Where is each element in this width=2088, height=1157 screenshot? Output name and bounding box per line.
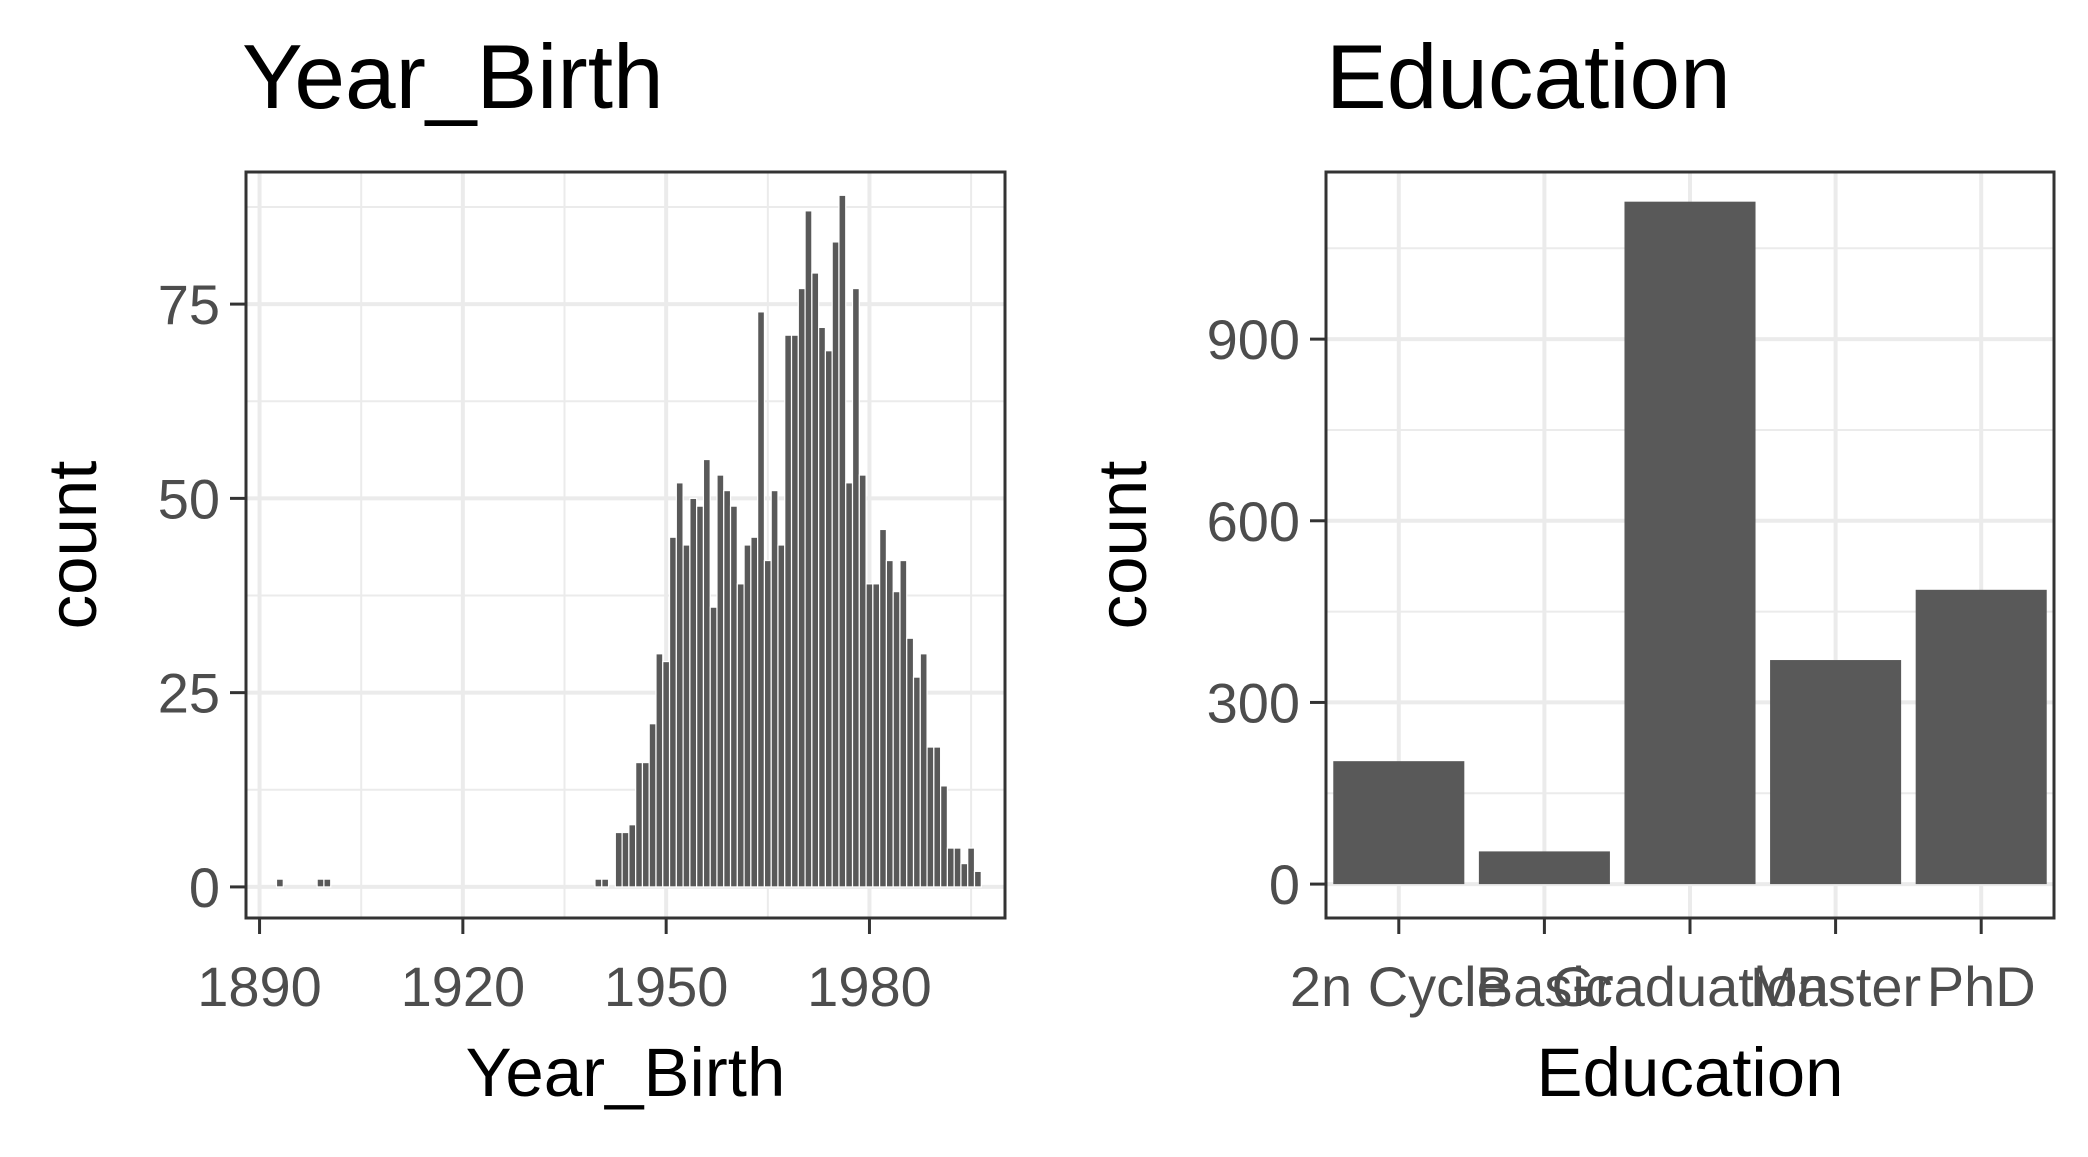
histogram-bar [316,878,325,888]
histogram-bar [702,458,711,888]
histogram-bar [872,583,881,888]
histogram-bar [655,653,664,888]
y-tick-label: 900 [1207,308,1300,371]
histogram-bar [716,474,725,888]
year-birth-histogram-bars [275,194,982,888]
year-birth-x-axis: 1890 1920 1950 1980 [197,918,932,1018]
y-tick-label: 0 [189,856,220,919]
histogram-bar [926,746,935,888]
year-birth-panel: 0 25 50 75 1890 1920 1950 1980 Year_Birth Year… [34,27,1007,1111]
histogram-bar [770,490,779,888]
histogram-bar [723,490,732,888]
histogram-bar [668,536,677,888]
education-chart-title: Education [1326,27,1731,128]
bar-phd [1915,589,2047,885]
year-birth-chart-title: Year_Birth [242,27,664,128]
x-tick-label: PhD [1927,955,2036,1018]
x-tick-label: Basic [1476,955,1613,1018]
histogram-bar [940,785,948,888]
x-tick-label: 1950 [604,955,729,1018]
year-birth-panel-border [244,170,1007,920]
histogram-bar [777,544,786,888]
histogram-bar [899,559,908,888]
histogram-bar [743,544,752,888]
education-bars [1333,201,2047,885]
education-x-axis-title: Education [1537,1034,1844,1111]
histogram-bar [709,606,718,888]
y-tick-label: 50 [158,467,220,530]
histogram-bar [831,241,840,888]
histogram-bar [818,326,827,888]
bar-2n-cycle [1333,761,1465,885]
histogram-bar [763,559,772,888]
histogram-bar [953,847,962,888]
education-y-axis-title: count [1084,461,1161,630]
histogram-bar [838,194,847,888]
histogram-bar [323,878,332,888]
histogram-bar [960,863,969,888]
histogram-bar [851,287,860,888]
x-tick-label: Graduation [1551,955,1828,1018]
histogram-bar [621,831,630,888]
histogram-bar [892,591,901,888]
histogram-bar [790,334,799,888]
histogram-bar [614,831,623,888]
histogram-bar [885,559,894,888]
histogram-bar [811,272,820,888]
y-tick-label: 600 [1207,490,1300,553]
histogram-bar [729,505,738,888]
y-tick-label: 0 [1269,853,1300,916]
histogram-bar [824,350,833,888]
bar-basic [1478,851,1610,885]
x-tick-label: 2n Cycle [1290,955,1508,1018]
y-tick-label: 25 [158,662,220,725]
histogram-bar [682,544,691,888]
histogram-bar [919,653,928,888]
histogram-bar [933,746,942,888]
y-tick-label: 300 [1207,671,1300,734]
x-tick-label: 1890 [197,955,322,1018]
histogram-bar [967,847,976,888]
histogram-bar [594,878,603,888]
histogram-bar [648,723,657,888]
histogram-bar [879,528,888,888]
histogram-bar [750,536,759,888]
education-panel: 0 300 600 900 2n CycleBasicGraduationMaster… [1084,27,2056,1111]
year-birth-y-axis-title: count [34,461,111,630]
y-tick-label: 75 [158,273,220,336]
histogram-bar [804,210,813,888]
education-y-axis: 0 300 600 900 [1207,308,1326,916]
histogram-bar [912,676,921,888]
year-birth-gridlines [246,172,1005,918]
x-tick-label: Master [1750,955,1921,1018]
histogram-bar [757,311,766,888]
histogram-bar [865,583,874,888]
histogram-bar [628,824,637,888]
histogram-bar [275,878,284,888]
histogram-bar [784,334,793,888]
histogram-bar [601,878,610,888]
histogram-bar [946,847,955,888]
histogram-bar [675,482,684,888]
year-birth-y-axis: 0 25 50 75 [158,273,246,919]
bar-graduation [1624,201,1756,885]
bar-master [1770,660,1902,885]
histogram-bar [736,583,745,888]
histogram-bar [858,474,867,888]
histogram-bar [845,482,854,888]
histogram-bar [641,761,650,888]
x-tick-label: 1920 [401,955,526,1018]
histogram-bar [696,505,705,888]
year-birth-x-axis-title: Year_Birth [466,1034,786,1111]
histogram-bar [689,497,698,888]
histogram-bar [906,637,915,888]
x-tick-label: 1980 [807,955,932,1018]
histogram-bar [662,660,671,888]
histogram-bar [973,870,982,888]
histogram-bar [635,761,644,888]
histogram-bar [797,287,806,888]
